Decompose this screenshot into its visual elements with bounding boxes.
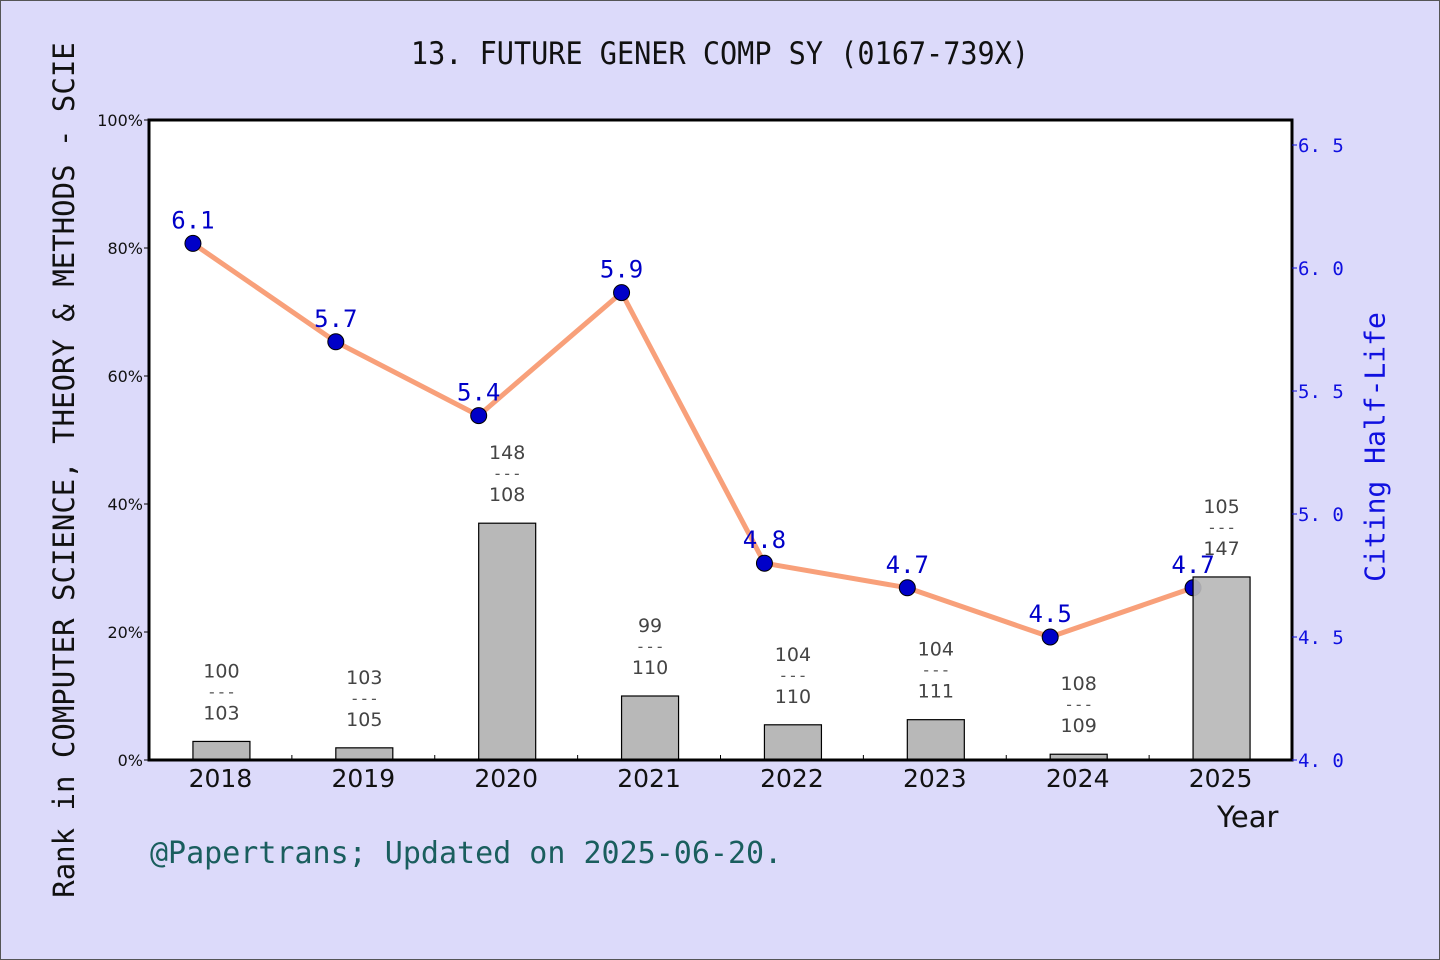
half-life-marker bbox=[898, 579, 916, 597]
rank-divider: --- bbox=[1064, 695, 1093, 714]
rank-bar bbox=[1192, 576, 1251, 761]
half-life-value-label: 4.7 bbox=[1171, 551, 1214, 579]
total-label: 110 bbox=[632, 657, 668, 679]
half-life-line bbox=[191, 241, 1194, 640]
rank-bar bbox=[763, 724, 823, 761]
x-tick-label: 2024 bbox=[1046, 764, 1110, 793]
y-tick-label-left: 0% bbox=[118, 751, 143, 770]
rank-bar bbox=[192, 740, 251, 761]
rank-label: 99 bbox=[638, 615, 662, 637]
x-tick-label: 2021 bbox=[617, 764, 681, 793]
rank-label: 105 bbox=[1203, 496, 1239, 518]
rank-label: 108 bbox=[1061, 673, 1097, 695]
y-tick-label-right: 5. 0 bbox=[1298, 504, 1344, 526]
x-tick-label: 2018 bbox=[189, 764, 253, 793]
half-life-marker bbox=[755, 554, 773, 572]
y-tick-label-left: 100% bbox=[97, 111, 143, 130]
half-life-marker bbox=[613, 284, 631, 302]
y-tick-label-right: 5. 5 bbox=[1298, 381, 1344, 403]
rank-label: 104 bbox=[775, 644, 811, 666]
y-tick-label-right: 6. 0 bbox=[1298, 258, 1344, 280]
total-label: 111 bbox=[918, 681, 954, 703]
plot-area bbox=[149, 120, 1292, 760]
x-axis-label: Year bbox=[1217, 800, 1279, 834]
half-life-value-label: 6.1 bbox=[171, 206, 214, 234]
chart-title: 13. FUTURE GENER COMP SY (0167-739X) bbox=[410, 36, 1030, 72]
half-life-marker bbox=[327, 333, 345, 351]
footer-credit: @Papertrans; Updated on 2025-06-20. bbox=[150, 836, 783, 871]
rank-bar bbox=[906, 719, 965, 761]
x-tick-label: 2022 bbox=[760, 764, 824, 793]
total-label: 105 bbox=[346, 709, 382, 731]
rank-label: 148 bbox=[489, 442, 525, 464]
y-tick-label-left: 20% bbox=[107, 623, 143, 642]
y-tick-label-left: 80% bbox=[107, 239, 143, 258]
y-tick-label-left: 40% bbox=[107, 495, 143, 514]
half-life-value-label: 5.9 bbox=[600, 256, 643, 284]
x-tick-label: 2025 bbox=[1189, 764, 1253, 793]
rank-divider: --- bbox=[921, 661, 950, 680]
x-tick-label: 2019 bbox=[332, 764, 396, 793]
x-tick-label: 2020 bbox=[474, 764, 538, 793]
y-tick-label-right: 4. 5 bbox=[1298, 627, 1344, 649]
plot-border bbox=[147, 118, 1294, 762]
rank-divider: --- bbox=[350, 689, 379, 708]
rank-divider: --- bbox=[1207, 518, 1236, 537]
rank-divider: --- bbox=[207, 682, 236, 701]
total-label: 108 bbox=[489, 484, 525, 506]
half-life-value-label: 4.8 bbox=[743, 526, 786, 554]
half-life-marker bbox=[184, 234, 202, 252]
y-tick-label-left: 60% bbox=[107, 367, 143, 386]
half-life-value-label: 4.7 bbox=[886, 551, 929, 579]
rank-bar bbox=[478, 522, 537, 761]
total-label: 147 bbox=[1203, 538, 1239, 560]
half-life-marker bbox=[1041, 628, 1059, 646]
rank-divider: --- bbox=[778, 666, 807, 685]
x-tick-label: 2023 bbox=[903, 764, 967, 793]
rank-label: 103 bbox=[346, 667, 382, 689]
half-life-marker bbox=[470, 407, 488, 425]
total-label: 109 bbox=[1061, 715, 1097, 737]
rank-label: 100 bbox=[203, 660, 239, 682]
total-label: 110 bbox=[775, 686, 811, 708]
half-life-value-label: 5.4 bbox=[457, 379, 500, 407]
total-label: 103 bbox=[203, 702, 239, 724]
y-tick-label-right: 6. 5 bbox=[1298, 135, 1344, 157]
rank-bar bbox=[335, 747, 394, 761]
rank-divider: --- bbox=[636, 637, 665, 656]
y-tick-label-right: 4. 0 bbox=[1298, 750, 1344, 772]
rank-label: 104 bbox=[918, 639, 954, 661]
rank-bar bbox=[620, 695, 680, 761]
half-life-value-label: 4.5 bbox=[1029, 600, 1072, 628]
half-life-value-label: 5.7 bbox=[314, 305, 357, 333]
rank-divider: --- bbox=[493, 464, 522, 483]
